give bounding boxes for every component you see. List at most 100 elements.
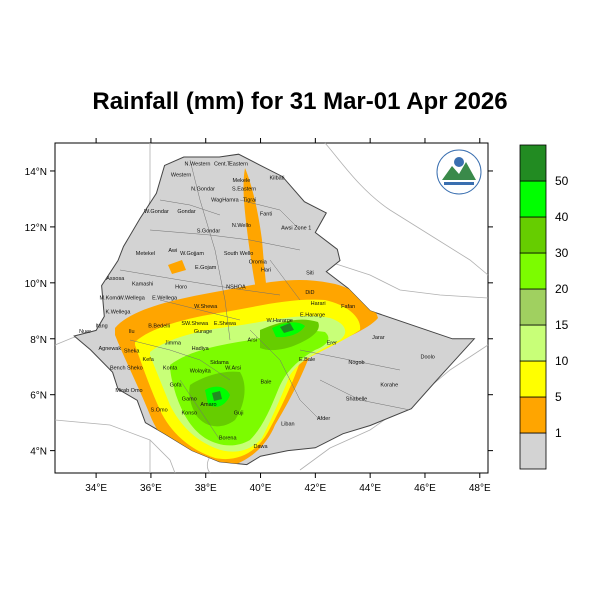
legend-swatch: [519, 288, 547, 326]
region-label: W.Gojjam: [180, 251, 204, 257]
region-label: Siti: [306, 270, 314, 276]
region-label: Jimma: [165, 340, 182, 346]
region-label: Horo: [175, 284, 187, 290]
lon-tick-label: 46°E: [414, 483, 436, 494]
region-label: W.Wellega: [119, 296, 146, 302]
region-label: E.Wellega: [152, 296, 178, 302]
region-label: Borena: [219, 435, 238, 441]
region-label: Harari: [311, 301, 326, 307]
lat-tick-label: 8°N: [30, 335, 47, 346]
lat-tick-label: 12°N: [25, 223, 47, 234]
region-label: Bale: [260, 380, 271, 386]
region-label: Gofa: [170, 382, 183, 388]
region-label: Agnewak: [98, 346, 121, 352]
legend-label: 20: [555, 282, 569, 296]
region-label: E.Hararge: [300, 312, 325, 318]
region-label: Hari: [261, 268, 271, 274]
region-label: S.Gondar: [197, 229, 221, 235]
region-label: Konso: [181, 410, 197, 416]
legend-swatch: [519, 324, 547, 362]
region-label: Cent.T: [214, 161, 231, 167]
lon-tick-label: 40°E: [250, 483, 272, 494]
lon-tick-label: 38°E: [195, 483, 217, 494]
lon-tick-label: 44°E: [359, 483, 381, 494]
legend-label: 15: [555, 318, 569, 332]
region-label: Korahe: [380, 382, 398, 388]
legend-swatch: [519, 432, 547, 470]
region-label: South Wello: [224, 251, 254, 257]
zone-boundaries: [119, 159, 411, 441]
lon-tick-label: 48°E: [469, 483, 491, 494]
region-label: Bench Sheko: [110, 366, 143, 372]
legend-swatch: [519, 396, 547, 434]
lon-tick-label: 36°E: [140, 483, 162, 494]
map-axes: 34°E 36°E 38°E 40°E 42°E 44°E 46°E 48°E 14°N 12°N…: [25, 138, 493, 494]
region-label: Dawa: [253, 444, 268, 450]
region-label: E.Shewa: [214, 321, 237, 327]
region-label: DiD: [305, 290, 314, 296]
region-label: Hadiya: [192, 346, 210, 352]
region-label: Kefa: [143, 357, 155, 363]
region-label: E.Bale: [299, 357, 315, 363]
region-label: Amaro: [200, 402, 216, 408]
region-label: Arsi: [248, 338, 257, 344]
region-label: Jarar: [372, 335, 385, 341]
region-label: Liban: [281, 422, 294, 428]
region-label: E.Gojam: [195, 265, 217, 271]
lon-tick-label: 42°E: [304, 483, 326, 494]
map-title: Rainfall (mm) for 31 Mar-01 Apr 2026: [92, 88, 508, 115]
region-label: Erer: [327, 340, 338, 346]
region-label: Western: [171, 173, 191, 179]
legend-label: 10: [555, 354, 569, 368]
region-label: NSHOA: [226, 284, 246, 290]
region-label: Oromia: [249, 259, 268, 265]
region-label: Gondar: [177, 209, 196, 215]
region-label: Kamashi: [132, 282, 153, 288]
region-label: SW.Shewa: [181, 321, 209, 327]
region-label: Mekele: [233, 178, 251, 184]
region-label: K.Wellega: [106, 310, 132, 316]
region-label: N.Gondar: [191, 187, 215, 193]
lat-tick-label: 4°N: [30, 447, 47, 458]
region-label: Guji: [234, 410, 244, 416]
region-label: Itang: [95, 324, 107, 330]
region-label: Afder: [317, 416, 330, 422]
region-label: Sidama: [210, 360, 230, 366]
legend-label: 1: [555, 426, 562, 440]
lat-tick-label: 14°N: [25, 167, 47, 178]
region-label: N.Wello: [232, 223, 251, 229]
region-label: N.Western: [185, 161, 211, 167]
legend-swatch: [519, 144, 547, 182]
lat-tick-label: 6°N: [30, 391, 47, 402]
legend-label: 40: [555, 210, 569, 224]
region-label: Sheka: [124, 349, 141, 355]
region-label: Mirab Omo: [115, 388, 142, 394]
region-label: WagHamra: [211, 198, 240, 204]
region-label: B.Bedelli: [148, 324, 170, 330]
region-label: Konta: [163, 366, 178, 372]
region-label: Eastern: [229, 161, 248, 167]
ema-logo: [436, 149, 482, 195]
region-label: Fanti: [260, 212, 272, 218]
region-label: Ilu: [129, 329, 135, 335]
legend-label: 30: [555, 246, 569, 260]
region-label: Assosa: [106, 276, 125, 282]
legend-label: 50: [555, 174, 569, 188]
region-label: Doolo: [421, 354, 435, 360]
region-label: Awsi Zone 1: [281, 226, 311, 232]
legend-swatch: [519, 360, 547, 398]
region-label: M.Komo: [100, 296, 120, 302]
region-label: Kilbati: [270, 175, 285, 181]
legend-label: 5: [555, 390, 562, 404]
lat-tick-label: 10°N: [25, 279, 47, 290]
rainfall-shading: [115, 168, 378, 465]
legend-swatch: [519, 180, 547, 218]
region-label: Gamo: [182, 396, 197, 402]
lon-tick-label: 34°E: [85, 483, 107, 494]
region-label: W.Gondar: [144, 209, 169, 215]
region-label: S.Eastern: [232, 187, 256, 193]
region-label: W.Hararge: [267, 318, 293, 324]
